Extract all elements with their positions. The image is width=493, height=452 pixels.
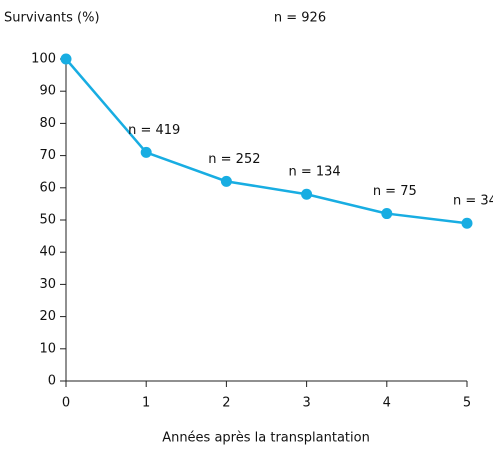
y-tick-label: 70 bbox=[39, 148, 56, 163]
chart-title: n = 926 bbox=[274, 11, 326, 26]
y-tick-label: 90 bbox=[39, 84, 56, 99]
x-tick-label: 0 bbox=[62, 396, 70, 411]
y-tick-label: 0 bbox=[48, 374, 56, 389]
y-tick-label: 40 bbox=[39, 245, 56, 260]
series-line bbox=[65, 58, 468, 225]
y-tick-label: 60 bbox=[39, 180, 56, 195]
x-axis-label: Années après la transplantation bbox=[162, 431, 370, 446]
x-tick-label: 4 bbox=[383, 396, 391, 411]
y-tick-label: 80 bbox=[39, 116, 56, 131]
point-label: n = 252 bbox=[208, 152, 260, 167]
point-label: n = 134 bbox=[288, 165, 340, 180]
point bbox=[381, 208, 393, 220]
y-tick-label: 10 bbox=[39, 341, 56, 356]
y-tick-label: 20 bbox=[39, 309, 56, 324]
x-tick-label: 3 bbox=[302, 396, 310, 411]
point-label: n = 75 bbox=[373, 184, 417, 199]
point-label: n = 34 bbox=[453, 194, 493, 209]
x-tick-label: 1 bbox=[142, 396, 150, 411]
point-label: n = 419 bbox=[128, 123, 180, 138]
y-tick-label: 30 bbox=[39, 277, 56, 292]
y-axis-label: Survivants (%) bbox=[4, 11, 100, 26]
point bbox=[220, 175, 232, 187]
y-tick-label: 100 bbox=[31, 52, 56, 67]
point bbox=[140, 146, 152, 158]
point bbox=[60, 53, 72, 65]
x-tick-label: 2 bbox=[222, 396, 230, 411]
point bbox=[301, 188, 313, 200]
y-tick-label: 50 bbox=[39, 213, 56, 228]
point bbox=[461, 217, 473, 229]
x-tick-label: 5 bbox=[463, 396, 471, 411]
